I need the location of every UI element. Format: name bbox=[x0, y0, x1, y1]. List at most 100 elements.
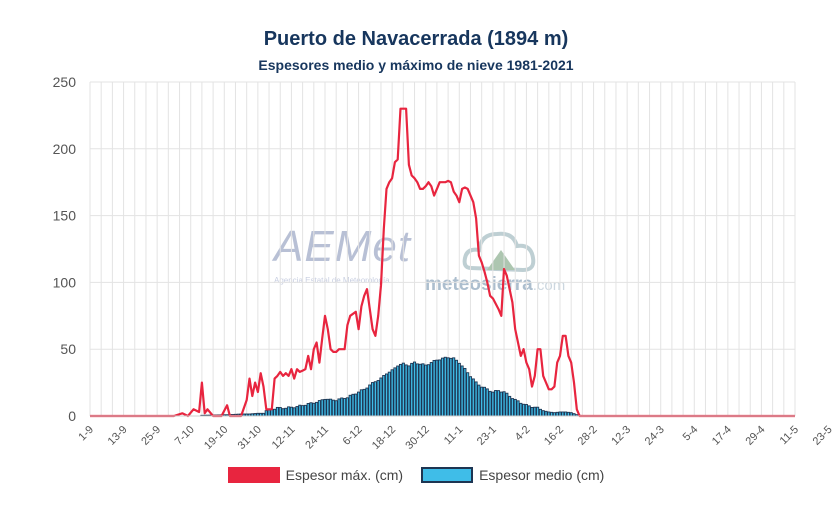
x-tick-label: 5-4 bbox=[681, 424, 701, 444]
legend: Espesor máx. (cm) Espesor medio (cm) bbox=[0, 467, 832, 483]
mean-bar bbox=[538, 408, 542, 417]
mean-bar bbox=[351, 393, 355, 417]
x-tick-label: 30-12 bbox=[403, 424, 431, 452]
mean-bar bbox=[334, 400, 338, 417]
y-tick-label: 200 bbox=[53, 141, 77, 157]
mean-bar bbox=[516, 400, 520, 417]
x-tick-label: 28-2 bbox=[576, 424, 600, 448]
mean-bar bbox=[384, 373, 389, 417]
mean-bar bbox=[275, 406, 279, 417]
x-tick-label: 16-2 bbox=[542, 424, 566, 448]
meteosierra-watermark: meteosierra.com bbox=[425, 226, 585, 296]
mean-bar bbox=[555, 411, 559, 417]
mean-bar bbox=[544, 410, 548, 417]
mean-bar bbox=[424, 364, 428, 417]
mean-bar bbox=[508, 395, 512, 417]
mean-bar bbox=[345, 397, 349, 417]
snow-depth-chart: 0 50 100 150 200 250 1-9 13-9 25-9 7-10 19-10 31-10… bbox=[53, 74, 832, 452]
mean-bar bbox=[446, 357, 450, 417]
mean-bar bbox=[368, 384, 372, 417]
mean-bar bbox=[326, 398, 330, 417]
mean-bar bbox=[317, 400, 321, 417]
mean-bar bbox=[552, 412, 556, 417]
mean-bar bbox=[468, 376, 473, 417]
x-tick-label: 25-9 bbox=[139, 424, 163, 448]
x-tick-label: 24-3 bbox=[643, 424, 667, 448]
mean-bar bbox=[561, 411, 565, 417]
mean-bar bbox=[267, 409, 271, 417]
mean-bar bbox=[287, 406, 291, 417]
mean-bar bbox=[404, 364, 408, 417]
mean-bar bbox=[295, 406, 299, 417]
mean-bar bbox=[379, 377, 383, 417]
mean-bar bbox=[494, 390, 498, 417]
mean-bar bbox=[343, 398, 347, 417]
mean-bar bbox=[407, 365, 411, 417]
x-tick-label: 12-3 bbox=[609, 424, 633, 448]
x-tick-label: 1-9 bbox=[76, 424, 96, 444]
mean-bar bbox=[550, 411, 554, 417]
x-tick-label: 7-10 bbox=[173, 424, 197, 448]
x-tick-label: 31-10 bbox=[236, 424, 264, 452]
x-tick-label: 29-4 bbox=[743, 424, 767, 448]
mean-bar bbox=[488, 390, 492, 417]
mean-bar bbox=[264, 410, 268, 417]
mean-bar bbox=[438, 359, 442, 417]
chart-title: Puerto de Navacerrada (1894 m) bbox=[263, 28, 569, 50]
mean-bar bbox=[337, 398, 341, 417]
mean-bar bbox=[348, 394, 352, 417]
legend-item-mean[interactable]: Espesor medio (cm) bbox=[421, 467, 604, 483]
legend-label-max: Espesor máx. (cm) bbox=[285, 467, 404, 483]
x-tick-label: 11-1 bbox=[442, 424, 465, 447]
mean-bar bbox=[564, 411, 568, 417]
x-tick-label: 4-2 bbox=[513, 424, 533, 444]
y-tick-label: 150 bbox=[53, 208, 77, 224]
x-tick-label: 6-12 bbox=[341, 424, 365, 448]
mean-bar bbox=[309, 402, 313, 417]
y-tick-label: 100 bbox=[53, 274, 77, 290]
mean-bar bbox=[421, 363, 425, 417]
x-tick-label: 23-5 bbox=[811, 424, 832, 448]
y-tick-label: 50 bbox=[60, 341, 76, 357]
mean-bar bbox=[566, 411, 570, 417]
mean-bar bbox=[418, 363, 422, 417]
mean-bar bbox=[415, 363, 419, 417]
mean-bar bbox=[536, 406, 540, 417]
mean-bar bbox=[533, 406, 537, 417]
mean-bar bbox=[298, 404, 302, 417]
chart-subtitle: Espesores medio y máximo de nieve 1981-2… bbox=[258, 57, 574, 73]
mean-bar bbox=[273, 408, 277, 417]
max-depth-line bbox=[90, 107, 795, 418]
mean-bar bbox=[499, 391, 503, 417]
mean-bar bbox=[373, 381, 377, 417]
mean-bar bbox=[429, 362, 433, 417]
mean-bar bbox=[398, 363, 403, 417]
legend-swatch-max bbox=[227, 467, 280, 483]
mean-bar bbox=[513, 398, 517, 417]
aemet-watermark: AEMet Agencia Estatal de Meteorología bbox=[274, 222, 424, 297]
mean-bar bbox=[457, 362, 461, 417]
mean-bar bbox=[371, 382, 375, 417]
mean-bar bbox=[284, 407, 288, 417]
cloud-mountain-icon bbox=[462, 231, 536, 273]
mean-bar bbox=[530, 406, 534, 417]
mean-bar bbox=[357, 391, 361, 417]
mean-bar bbox=[440, 357, 445, 417]
mean-bar bbox=[359, 389, 363, 417]
mean-bar bbox=[460, 365, 464, 417]
mean-bar bbox=[471, 378, 475, 417]
y-tick-label: 0 bbox=[68, 408, 76, 424]
mean-bar bbox=[292, 407, 296, 417]
mean-bar bbox=[401, 362, 405, 417]
mean-bar bbox=[463, 367, 467, 417]
mean-bar bbox=[510, 398, 514, 417]
legend-item-max[interactable]: Espesor máx. (cm) bbox=[227, 467, 404, 483]
x-tick-label: 12-11 bbox=[270, 424, 298, 452]
mean-bar bbox=[289, 406, 293, 417]
mean-bar bbox=[449, 357, 453, 417]
mean-bar bbox=[474, 381, 478, 417]
mean-bar bbox=[303, 404, 307, 417]
mean-bar bbox=[393, 367, 397, 417]
mean-bar bbox=[443, 356, 447, 417]
mean-bar bbox=[482, 386, 487, 417]
